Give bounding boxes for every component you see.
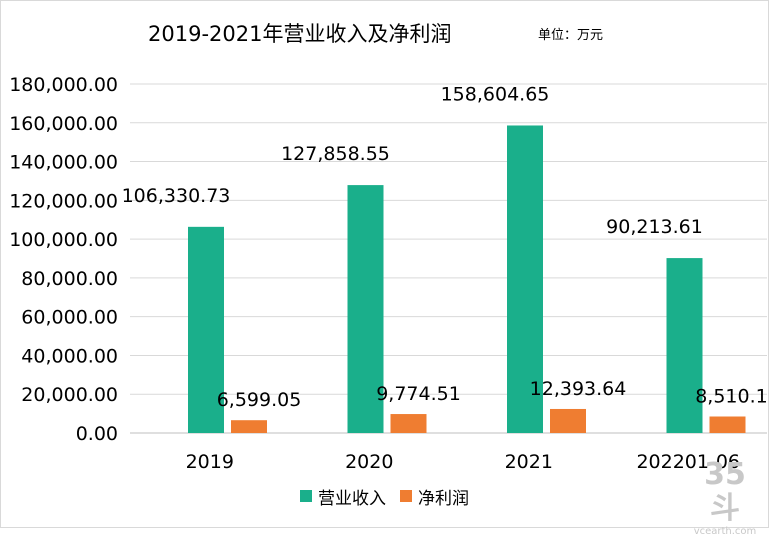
data-label-revenue: 127,858.55 [281, 143, 390, 165]
chart-unit-label: 单位：万元 [538, 28, 604, 43]
x-tick-label: 2019 [186, 451, 234, 473]
y-tick-label: 160,000.00 [9, 113, 118, 135]
legend-item-profit: 净利润 [400, 484, 469, 509]
bar-profit [709, 416, 746, 433]
legend-item-revenue: 营业收入 [300, 484, 386, 509]
title-row: 2019-2021年营业收入及净利润 单位：万元 [0, 12, 769, 52]
y-tick-label: 40,000.00 [21, 345, 118, 367]
bar-revenue [347, 185, 384, 433]
chart-title: 2019-2021年营业收入及净利润 [148, 22, 452, 46]
watermark: 35斗 vcearth.com [690, 458, 760, 538]
legend-swatch-profit [400, 490, 412, 502]
data-label-revenue: 106,330.73 [122, 185, 231, 207]
y-tick-label: 100,000.00 [9, 229, 118, 251]
y-tick-label: 20,000.00 [21, 384, 118, 406]
data-label-revenue: 158,604.65 [441, 83, 550, 105]
bar-revenue [188, 226, 224, 433]
legend-label-profit: 净利润 [418, 488, 469, 509]
legend-label-revenue: 营业收入 [318, 488, 386, 509]
y-tick-label: 140,000.00 [9, 152, 118, 174]
chart-legend: 营业收入 净利润 [0, 484, 769, 509]
data-label-profit: 8,510.10 [695, 385, 769, 407]
y-tick-label: 80,000.00 [21, 268, 118, 290]
x-tick-label: 202201-06 [636, 451, 740, 473]
data-label-revenue: 90,213.61 [606, 216, 703, 238]
data-label-profit: 9,774.51 [376, 383, 461, 405]
bar-profit [390, 414, 427, 433]
y-tick-label: 120,000.00 [9, 190, 118, 212]
y-tick-label: 60,000.00 [21, 307, 118, 329]
data-label-profit: 6,599.05 [217, 389, 302, 411]
y-tick-label: 180,000.00 [9, 74, 118, 96]
bar-revenue [666, 258, 703, 433]
x-tick-label: 2020 [345, 451, 393, 473]
data-label-profit: 12,393.64 [530, 378, 627, 400]
y-tick-label: 0.00 [76, 423, 118, 445]
bar-profit [550, 408, 586, 433]
bar-revenue [507, 125, 543, 433]
watermark-logo: 35斗 [704, 457, 746, 526]
x-tick-label: 2021 [505, 451, 553, 473]
legend-swatch-revenue [300, 490, 312, 502]
bar-profit [231, 420, 267, 433]
